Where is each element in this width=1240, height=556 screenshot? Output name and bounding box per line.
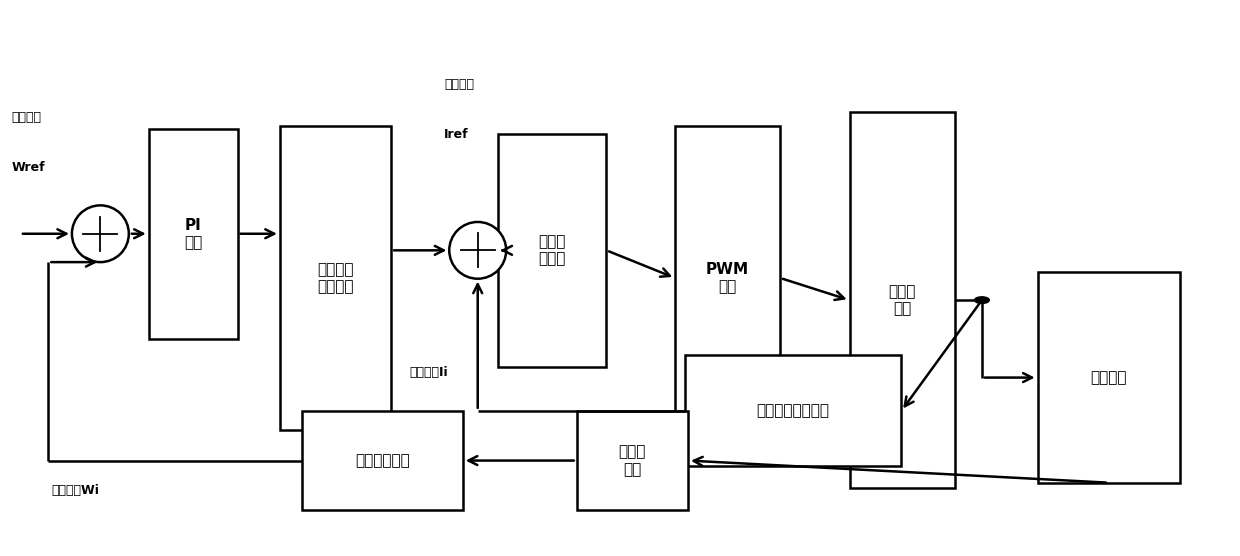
Text: 电流重构计算模块: 电流重构计算模块 [756,403,830,418]
Bar [497,134,606,366]
Text: 滞环控
制模块: 滞环控 制模块 [538,234,565,266]
Text: PWM
模块: PWM 模块 [706,262,749,294]
Bar [1038,272,1179,483]
Text: 参考电流: 参考电流 [444,78,475,91]
Text: 实际电流Ii: 实际电流Ii [409,365,449,379]
Bar [280,126,391,430]
Text: 参考电流
计算模块: 参考电流 计算模块 [317,262,353,294]
Text: 转速计算模块: 转速计算模块 [355,453,410,468]
Text: 直流电机: 直流电机 [1090,370,1127,385]
Bar [849,112,955,488]
Circle shape [975,297,990,304]
Text: 逆变器
模块: 逆变器 模块 [888,284,916,316]
Bar [684,355,901,466]
Bar [675,126,780,430]
Ellipse shape [449,222,506,279]
Ellipse shape [72,205,129,262]
Text: Iref: Iref [444,128,469,141]
Text: 实际转速Wi: 实际转速Wi [51,484,99,498]
Text: PI
模块: PI 模块 [184,217,202,250]
Text: 位置传
感器: 位置传 感器 [619,444,646,476]
Text: Wref: Wref [11,161,45,174]
Bar [577,411,688,510]
Bar [303,411,463,510]
Bar [149,128,238,339]
Text: 参考转速: 参考转速 [11,111,41,124]
